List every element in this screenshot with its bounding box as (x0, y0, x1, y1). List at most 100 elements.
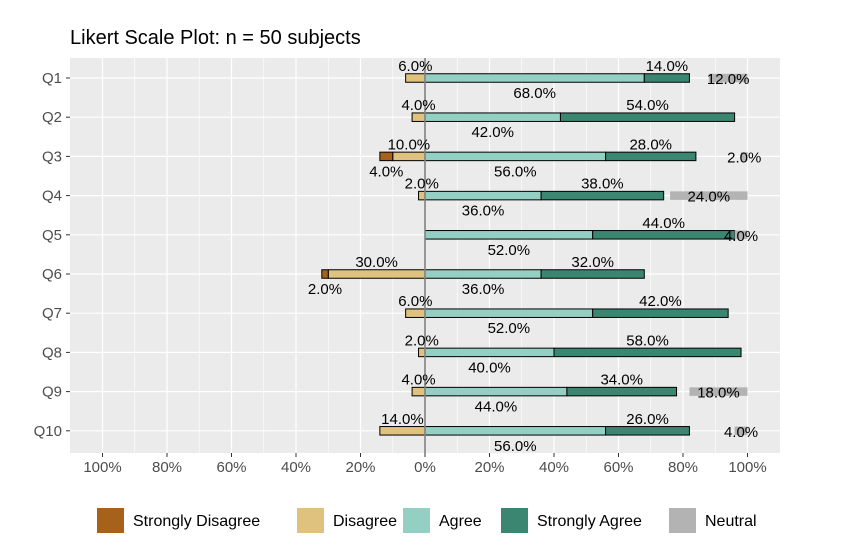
bar-neutral-q10 (734, 426, 748, 436)
bar-agree-q9 (424, 386, 568, 397)
y-axis: Q1 Q2 Q3 Q4 Q5 Q6 Q7 Q8 Q9 Q10 (34, 70, 70, 440)
label-strongly-agree-q10: 26.0% (626, 411, 669, 428)
bar-strongly-agree-q5 (592, 230, 736, 240)
label-strongly-agree-q3: 28.0% (629, 136, 672, 153)
label-agree-q5: 52.0% (488, 242, 531, 259)
y-tick-label: Q1 (42, 70, 62, 87)
label-agree-q4: 36.0% (462, 203, 505, 220)
data-labels: 68.0% 14.0% 6.0% 12.0% 42.0% 54.0% 4.0% 56.0% 28… (308, 58, 761, 455)
label-disagree-q8: 2.0% (405, 332, 439, 349)
bar-strongly-agree-q9 (566, 386, 678, 397)
x-tick-label: 100% (83, 459, 121, 476)
legend-label: Strongly Agree (537, 513, 642, 530)
x-tick-label: 80% (668, 459, 698, 476)
bar-neutral-q3 (741, 152, 748, 161)
bar-disagree-q10 (379, 426, 426, 436)
y-tick-label: Q4 (42, 188, 62, 205)
label-disagree-q4: 2.0% (405, 176, 439, 193)
label-neutral-q4: 24.0% (688, 189, 731, 206)
bars (321, 73, 748, 436)
label-neutral-q5: 4.0% (724, 228, 758, 245)
bar-neutral-q4 (670, 191, 748, 200)
label-strongly-agree-q2: 54.0% (626, 97, 669, 114)
x-tick-label: 80% (152, 459, 182, 476)
label-neutral-q9: 18.0% (697, 385, 740, 402)
bar-strongly-disagree-q3 (379, 151, 394, 162)
x-axis: 100% 80% 60% 40% 20% 0% 20% 40% 60% 80% 100% (83, 453, 767, 476)
x-tick-label: 0% (414, 459, 436, 476)
bar-agree-q4 (424, 190, 542, 201)
label-disagree-q6: 30.0% (355, 254, 398, 271)
bar-disagree-q6 (327, 269, 426, 279)
label-disagree-q1: 6.0% (398, 58, 432, 75)
bar-strongly-agree-q1 (643, 73, 690, 83)
bar-agree-q1 (424, 73, 645, 83)
y-tick-label: Q9 (42, 384, 62, 401)
legend-swatch-agree (403, 508, 430, 533)
label-strongly-agree-q5: 44.0% (642, 215, 685, 232)
bar-agree-q7 (424, 308, 594, 318)
label-disagree-q3: 10.0% (388, 136, 431, 153)
label-neutral-q10: 4.0% (724, 424, 758, 441)
label-strongly-agree-q7: 42.0% (639, 293, 682, 310)
bar-strongly-agree-q4 (540, 190, 665, 201)
bar-agree-q5 (424, 230, 594, 240)
bar-disagree-q4 (418, 190, 426, 201)
y-tick-label: Q8 (42, 344, 62, 361)
legend-label: Disagree (333, 513, 397, 530)
label-neutral-q1: 12.0% (707, 71, 750, 88)
label-agree-q7: 52.0% (488, 320, 531, 337)
legend-label: Strongly Disagree (133, 513, 260, 530)
label-disagree-q7: 6.0% (398, 293, 432, 310)
bar-agree-q8 (424, 347, 555, 358)
bar-strongly-agree-q7 (592, 308, 729, 318)
bar-strongly-agree-q2 (559, 112, 736, 122)
label-agree-q3: 56.0% (494, 163, 537, 180)
legend-label: Agree (439, 513, 482, 530)
bar-disagree-q3 (392, 151, 426, 162)
x-tick-label: 20% (474, 459, 504, 476)
bar-disagree-q2 (411, 112, 426, 122)
label-disagree-q2: 4.0% (401, 97, 435, 114)
y-tick-label: Q2 (42, 109, 62, 126)
label-strongly-agree-q4: 38.0% (581, 176, 624, 193)
y-tick-label: Q10 (34, 423, 62, 440)
bar-agree-q6 (424, 269, 542, 279)
x-tick-label: 60% (216, 459, 246, 476)
label-agree-q1: 68.0% (513, 85, 556, 102)
label-agree-q2: 42.0% (471, 124, 514, 141)
label-strongly-agree-q8: 58.0% (626, 332, 669, 349)
legend-swatch-disagree (297, 508, 324, 533)
label-agree-q9: 44.0% (475, 399, 518, 416)
bar-strongly-disagree-q6 (321, 269, 329, 279)
label-disagree-q10: 14.0% (381, 411, 424, 428)
bar-neutral-q9 (689, 387, 748, 396)
bar-agree-q2 (424, 112, 561, 122)
x-tick-label: 40% (281, 459, 311, 476)
label-agree-q6: 36.0% (462, 281, 505, 298)
label-strongly-disagree-q6: 2.0% (308, 281, 342, 298)
label-strongly-agree-q1: 14.0% (646, 58, 689, 75)
x-tick-label: 40% (539, 459, 569, 476)
bar-disagree-q9 (411, 386, 426, 397)
bar-disagree-q1 (405, 73, 426, 83)
bar-strongly-agree-q8 (553, 347, 742, 358)
bar-disagree-q8 (418, 347, 426, 358)
legend-swatch-strongly-disagree (97, 508, 124, 533)
bar-strongly-agree-q3 (605, 151, 697, 162)
bar-agree-q10 (424, 426, 607, 436)
y-tick-label: Q5 (42, 227, 62, 244)
legend-swatch-strongly-agree (501, 508, 528, 533)
legend: Strongly Disagree Disagree Agree Strongly A… (97, 508, 757, 533)
bar-neutral-q5 (734, 230, 748, 240)
bar-strongly-agree-q6 (540, 269, 645, 279)
y-tick-label: Q7 (42, 305, 62, 322)
y-tick-label: Q3 (42, 148, 62, 165)
label-strongly-agree-q6: 32.0% (571, 254, 614, 271)
bar-disagree-q7 (405, 308, 426, 318)
x-tick-label: 20% (345, 459, 375, 476)
chart-title: Likert Scale Plot: n = 50 subjects (70, 27, 361, 49)
legend-label: Neutral (705, 513, 757, 530)
label-agree-q10: 56.0% (494, 438, 537, 455)
